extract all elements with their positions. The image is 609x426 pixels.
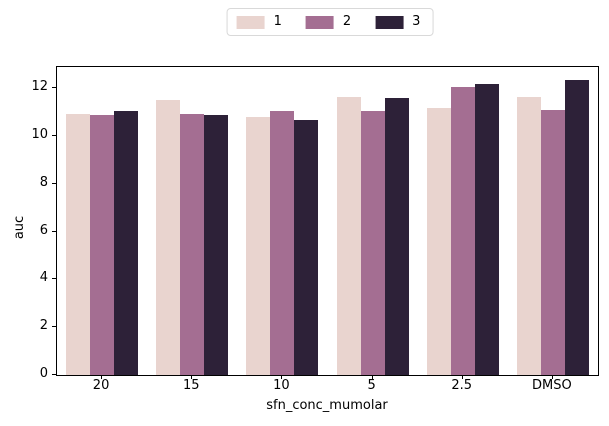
x-tick-mark	[551, 375, 553, 379]
legend-label: 1	[273, 14, 282, 29]
bar-series1-15	[156, 100, 181, 375]
legend: 1 2 3	[226, 8, 434, 36]
bar-series3-10	[294, 120, 319, 375]
x-tick-label-5: 5	[367, 378, 376, 393]
y-tick-label-4: 4	[39, 270, 48, 286]
bar-series3-DMSO	[564, 80, 589, 375]
x-tick-mark	[191, 375, 193, 379]
x-tick-label-2.5: 2.5	[451, 378, 473, 393]
y-tick-label-12: 12	[31, 79, 48, 95]
y-tick-label-8: 8	[39, 174, 48, 190]
x-axis-label: sfn_conc_mumolar	[266, 398, 388, 413]
bar-series3-15	[204, 115, 229, 375]
y-tick-label-2: 2	[39, 318, 48, 334]
x-tick-label-10: 10	[273, 378, 290, 393]
y-tick-mark	[52, 278, 56, 280]
y-tick-label-0: 0	[39, 366, 48, 381]
legend-entry-1: 1	[236, 14, 282, 30]
legend-swatch-icon	[375, 15, 404, 29]
y-tick-label-6: 6	[39, 222, 48, 238]
x-tick-mark	[281, 375, 283, 379]
bar-series2-DMSO	[540, 110, 565, 375]
x-tick-mark	[461, 375, 463, 379]
legend-swatch-icon	[305, 15, 334, 29]
x-tick-label-DMSO: DMSO	[532, 378, 572, 393]
y-tick-mark	[52, 182, 56, 184]
legend-swatch-icon	[236, 15, 265, 29]
bar-series1-5	[336, 97, 361, 375]
bar-series1-DMSO	[516, 97, 541, 375]
x-tick-mark	[101, 375, 103, 379]
y-tick-mark	[52, 87, 56, 89]
bar-series2-10	[270, 111, 295, 375]
plot-area	[56, 66, 599, 376]
bar-series3-20	[114, 111, 139, 375]
bar-series2-2.5	[450, 87, 475, 375]
bar-series2-20	[90, 115, 115, 375]
x-tick-label-20: 20	[92, 378, 110, 393]
legend-label: 2	[342, 14, 352, 29]
bar-series1-10	[246, 117, 271, 375]
bar-series2-5	[360, 111, 385, 375]
y-tick-mark	[52, 374, 56, 375]
bar-series3-2.5	[474, 84, 499, 375]
legend-entry-3: 3	[375, 14, 420, 30]
y-tick-mark	[52, 135, 56, 137]
bar-series2-15	[180, 114, 205, 375]
y-tick-mark	[52, 230, 56, 232]
x-tick-mark	[371, 375, 373, 379]
legend-entry-2: 2	[305, 14, 352, 30]
x-tick-label-15: 15	[182, 378, 200, 393]
bar-series1-2.5	[426, 108, 451, 375]
y-tick-mark	[52, 326, 56, 328]
legend-label: 3	[412, 14, 421, 29]
y-tick-label-10: 10	[31, 127, 48, 143]
bar-series1-20	[66, 114, 91, 375]
bar-series3-5	[384, 98, 409, 375]
